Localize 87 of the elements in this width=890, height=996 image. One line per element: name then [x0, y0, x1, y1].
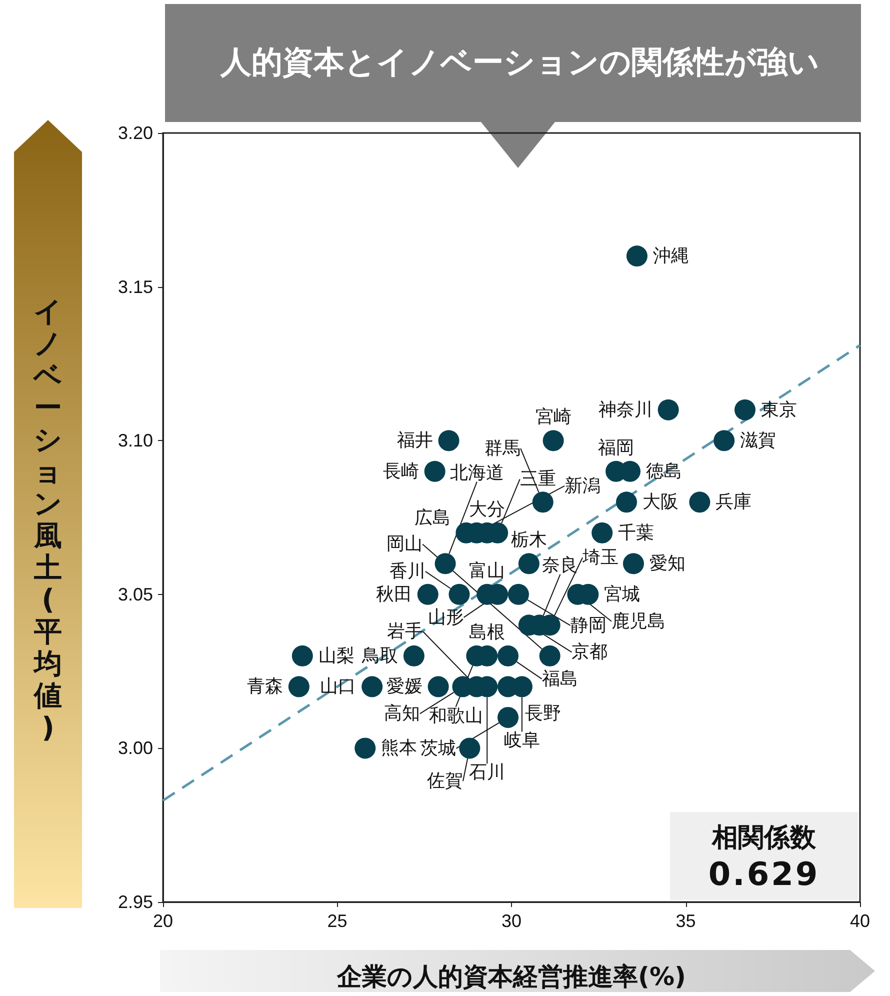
point	[714, 430, 735, 452]
point	[498, 645, 519, 666]
data-label: 佐賀	[426, 770, 463, 792]
data-label: 熊本	[381, 738, 418, 759]
data-label: 北海道	[450, 462, 504, 484]
x-tick-label: 25	[327, 911, 348, 931]
x-tick-label: 35	[676, 911, 696, 931]
y-tick-label: 3.10	[118, 430, 153, 451]
data-label: 兵庫	[716, 492, 752, 513]
data-label: 福井	[396, 430, 433, 452]
data-label: 香川	[389, 560, 426, 582]
point	[689, 492, 710, 513]
data-label: 東京	[760, 399, 797, 420]
data-label: 大分	[469, 498, 506, 520]
point	[403, 645, 424, 666]
data-label: 青森	[246, 676, 283, 698]
data-label: 奈良	[542, 554, 578, 576]
annotation: 相関係数	[712, 822, 816, 854]
data-label: 滋賀	[740, 430, 776, 452]
y-tick-label: 3.00	[118, 738, 153, 758]
data-label: 大阪	[642, 492, 679, 513]
x-tick-label: 30	[501, 911, 522, 931]
data-label: 長崎	[382, 460, 419, 482]
point	[288, 676, 310, 698]
chart-title: 人的資本とイノベーションの関係性が強い	[220, 44, 820, 80]
point	[417, 584, 438, 605]
point	[734, 399, 756, 420]
point	[539, 645, 560, 666]
x-tick-label: 40	[850, 911, 870, 931]
point	[622, 553, 644, 574]
point	[362, 676, 383, 698]
data-label: 岩手	[386, 621, 423, 642]
annotation: 0.629	[708, 854, 820, 892]
data-label: 栃木	[510, 530, 547, 551]
data-label: 岡山	[386, 534, 423, 555]
point	[542, 430, 564, 452]
point	[658, 399, 679, 420]
data-label: 静岡	[570, 614, 606, 636]
data-label: 山口	[320, 676, 356, 698]
data-label: 鳥取	[360, 645, 398, 666]
data-label: 愛媛	[386, 676, 422, 698]
data-label: 富山	[469, 560, 506, 582]
data-label: 鹿児島	[612, 610, 666, 632]
data-label: 宮崎	[535, 406, 572, 428]
data-label: 山梨	[318, 645, 354, 666]
data-label: 茨城	[420, 738, 456, 759]
x-axis-title: 企業の人的資本経営推進率(%)	[336, 962, 686, 991]
data-label: 長野	[524, 703, 561, 724]
point	[518, 553, 540, 574]
point	[592, 522, 613, 544]
x-tick-label: 20	[152, 911, 174, 931]
data-label: 愛知	[649, 553, 686, 574]
data-label: 和歌山	[428, 705, 483, 726]
point	[498, 706, 519, 728]
data-label: 埼玉	[582, 547, 619, 568]
data-label: 神奈川	[598, 399, 652, 420]
data-label: 島根	[469, 622, 506, 643]
point	[448, 584, 470, 605]
point	[626, 246, 648, 267]
point	[424, 460, 446, 482]
point	[292, 645, 313, 666]
y-tick-label: 3.05	[118, 584, 153, 604]
data-label: 千葉	[618, 522, 654, 544]
point	[438, 430, 460, 452]
data-label: 宮城	[604, 584, 640, 605]
data-label: 京都	[572, 642, 608, 663]
data-label: 沖縄	[652, 246, 689, 267]
point	[508, 584, 529, 605]
point	[428, 676, 449, 698]
point	[354, 738, 376, 759]
data-label: 福岡	[598, 437, 634, 458]
data-label: 新潟	[564, 475, 600, 496]
point	[459, 738, 480, 759]
data-label: 福島	[542, 668, 578, 690]
y-tick-label: 3.15	[118, 276, 153, 297]
data-label: 広島	[414, 507, 450, 528]
point	[434, 553, 456, 574]
data-label: 高知	[384, 703, 420, 724]
y-tick-label: 2.95	[118, 892, 153, 912]
data-label: 秋田	[376, 584, 412, 605]
text: イノベーション風土(平均値)	[34, 295, 62, 744]
y-tick-label: 3.20	[118, 123, 153, 143]
data-label: 石川	[469, 762, 506, 784]
point	[616, 492, 638, 513]
data-label: 岐阜	[504, 730, 540, 752]
point	[532, 492, 554, 513]
data-label: 群馬	[484, 438, 521, 459]
